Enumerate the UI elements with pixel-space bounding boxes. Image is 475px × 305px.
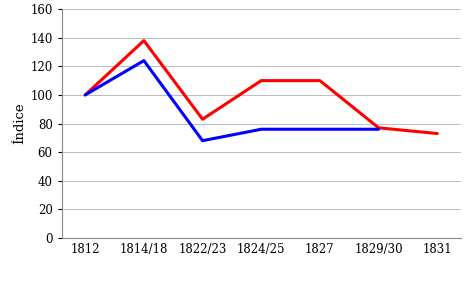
Y-axis label: Índice: Índice [13,103,26,144]
